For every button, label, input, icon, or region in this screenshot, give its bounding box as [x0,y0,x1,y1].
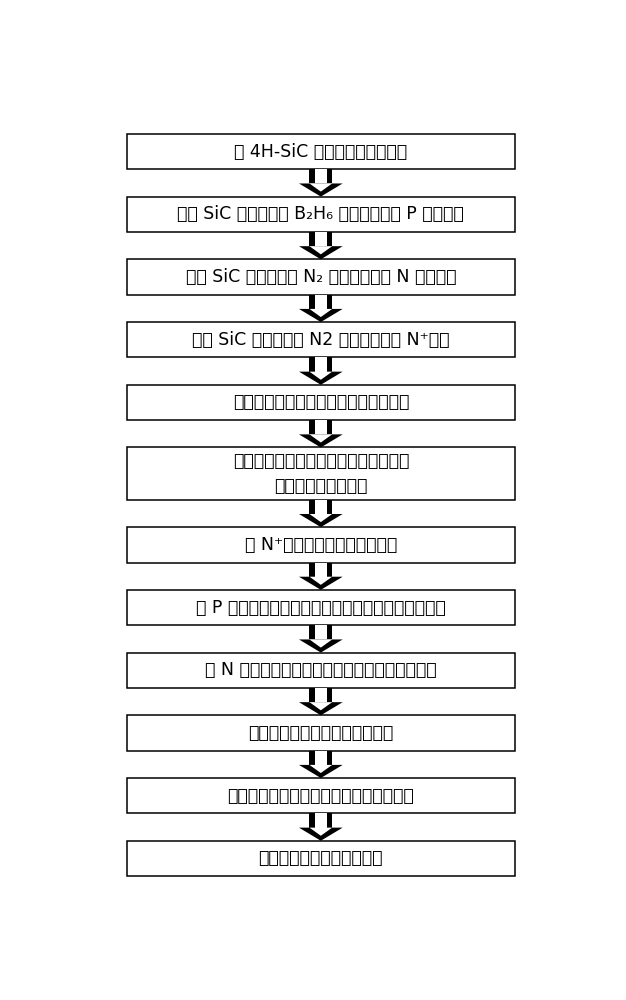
Text: 外延 SiC 层，同时经 N2 原位掺杂形成 N⁺冒层: 外延 SiC 层，同时经 N2 原位掺杂形成 N⁺冒层 [192,331,449,349]
Bar [126,778,515,813]
Polygon shape [299,828,342,841]
Polygon shape [299,183,342,197]
Polygon shape [309,372,332,380]
Text: 钝化，反刻形成电极压焊点: 钝化，反刻形成电极压焊点 [259,849,383,867]
Polygon shape [309,765,332,773]
Bar [126,134,515,169]
Bar [309,751,332,765]
Text: 对 4H-SiC 半绝缘衬底进行清洗: 对 4H-SiC 半绝缘衬底进行清洗 [234,143,408,161]
Text: 光刻、磁控溅射、金属剥离和高温合金
形成源电极和漏电极: 光刻、磁控溅射、金属剥离和高温合金 形成源电极和漏电极 [233,452,409,495]
Bar [126,841,515,876]
Text: 对 N 型沟道层光刻、刻蚀，形成凹陷栅漏漂移区: 对 N 型沟道层光刻、刻蚀，形成凹陷栅漏漂移区 [205,661,437,679]
Polygon shape [299,309,342,322]
Bar [309,357,332,372]
Bar [315,688,327,702]
Text: 光刻、刻蚀，形成凹栅电极区域: 光刻、刻蚀，形成凹栅电极区域 [248,724,394,742]
Polygon shape [299,577,342,590]
Bar [315,813,327,828]
Polygon shape [299,246,342,259]
Polygon shape [299,372,342,385]
Bar [315,625,327,639]
Bar [126,715,515,751]
Text: 在 N⁺型帽层上刻蚀形成凹沟道: 在 N⁺型帽层上刻蚀形成凹沟道 [245,536,397,554]
Bar [309,563,332,577]
Bar [315,500,327,514]
Polygon shape [299,702,342,715]
Bar [315,751,327,765]
Bar [315,232,327,246]
Polygon shape [309,514,332,522]
Bar [309,688,332,702]
Bar [309,813,332,828]
Text: 外延 SiC 层，同时经 B₂H₆ 原位掺杂形成 P 型缓冲层: 外延 SiC 层，同时经 B₂H₆ 原位掺杂形成 P 型缓冲层 [177,205,464,223]
Polygon shape [299,434,342,447]
Bar [315,295,327,309]
Polygon shape [309,577,332,585]
Polygon shape [309,434,332,443]
Bar [309,420,332,434]
Bar [126,197,515,232]
Polygon shape [309,183,332,192]
Bar [126,590,515,625]
Bar [309,500,332,514]
Text: 外延 SiC 层，同时经 N₂ 原位掺杂形成 N 型沟道层: 外延 SiC 层，同时经 N₂ 原位掺杂形成 N 型沟道层 [185,268,456,286]
Bar [315,357,327,372]
Bar [309,169,332,183]
Polygon shape [309,702,332,710]
Bar [309,625,332,639]
Bar [126,259,515,295]
Bar [309,295,332,309]
Polygon shape [299,514,342,527]
Bar [126,447,515,500]
Polygon shape [299,639,342,653]
Bar [126,527,515,563]
Bar [126,385,515,420]
Bar [315,563,327,577]
Polygon shape [309,246,332,254]
Bar [315,169,327,183]
Text: 对 P 型缓冲层光刻和离子注入，形成凹陷栅漏缓冲层: 对 P 型缓冲层光刻和离子注入，形成凹陷栅漏缓冲层 [196,599,446,617]
Bar [126,322,515,357]
Bar [315,420,327,434]
Bar [309,232,332,246]
Text: 光刻、磁控溅射和金属剥离，形成栅电极: 光刻、磁控溅射和金属剥离，形成栅电极 [227,787,414,805]
Polygon shape [309,828,332,836]
Polygon shape [299,765,342,778]
Polygon shape [309,309,332,317]
Bar [126,653,515,688]
Polygon shape [309,639,332,648]
Text: 光刻、离子注入，形成隔离区和有源区: 光刻、离子注入，形成隔离区和有源区 [233,393,409,411]
